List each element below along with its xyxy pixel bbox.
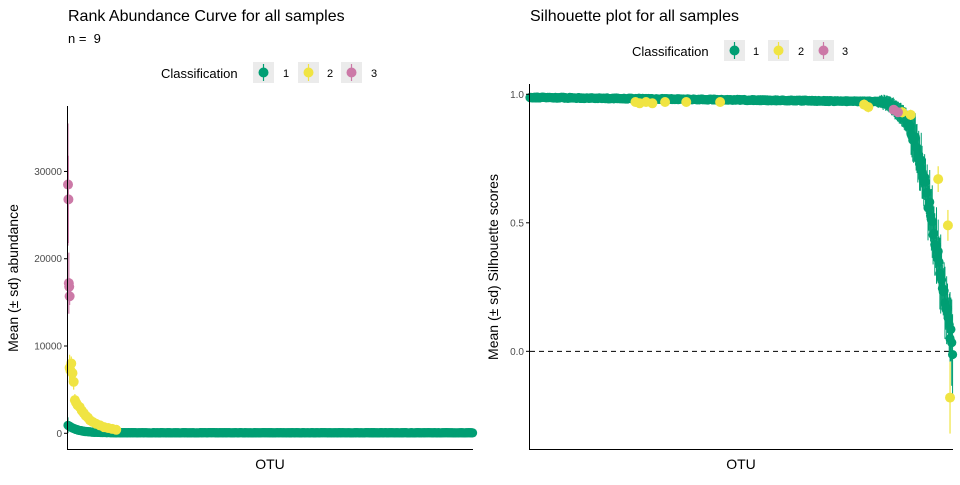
left-chart-title: Rank Abundance Curve for all samples: [68, 8, 345, 25]
y-tick-label: 30000: [34, 167, 62, 178]
left-legend-label-2: 2: [327, 68, 333, 80]
y-tick-label: 20000: [34, 254, 62, 265]
left-x-axis-label: OTU: [255, 456, 285, 472]
right-plot-area: [525, 92, 958, 434]
left-legend-title: Classification: [161, 66, 238, 81]
right-x-axis-label: OTU: [726, 456, 756, 472]
right-legend-key-1-point: [729, 45, 740, 56]
series-1-point: [929, 228, 939, 239]
right-legend-key-2-point: [773, 45, 784, 56]
right-legend-title: Classification: [632, 44, 709, 59]
silhouette-panel: Silhouette plot for all samples Classifi…: [485, 8, 958, 472]
series-2-point: [111, 424, 122, 435]
series-3-point: [64, 281, 75, 292]
right-legend: Classification 1 2 3: [632, 40, 848, 61]
series-2-point: [715, 96, 726, 107]
series-2-point: [647, 98, 658, 109]
left-y-axis-label: Mean (± sd) abundance: [5, 204, 21, 352]
series-2-point: [68, 376, 79, 387]
series-1-point: [920, 177, 931, 187]
series-2-point: [863, 102, 874, 113]
left-legend-label-1: 1: [283, 68, 289, 80]
y-tick-label: 0.5: [510, 218, 524, 229]
rank-abundance-panel: Rank Abundance Curve for all samples n =…: [5, 8, 478, 472]
y-tick-label: 10000: [34, 342, 62, 353]
y-tick-label: 0.0: [510, 347, 524, 358]
left-chart-subtitle: n = 9: [68, 31, 101, 46]
series-2-point: [681, 96, 692, 107]
right-legend-label-2: 2: [798, 46, 804, 58]
left-legend: Classification 1 2 3: [161, 62, 377, 83]
series-3-point: [64, 291, 75, 302]
series-2-point: [942, 220, 953, 231]
series-2-point: [905, 109, 916, 120]
series-2-point: [67, 368, 78, 379]
series-2-point: [66, 358, 77, 369]
right-legend-label-3: 3: [842, 46, 848, 58]
series-1-point: [467, 428, 478, 438]
y-tick-label: 1.0: [510, 90, 524, 101]
right-chart-title: Silhouette plot for all samples: [530, 8, 739, 25]
right-legend-label-1: 1: [753, 46, 759, 58]
right-y-axis-label: Mean (± sd) Silhouette scores: [485, 174, 501, 360]
left-legend-key-1-point: [258, 67, 269, 78]
series-2-point: [945, 392, 956, 403]
left-y-ticks: 0 10000 20000 30000: [34, 167, 68, 440]
left-plot-area: [63, 123, 478, 438]
left-legend-key-2-point: [303, 67, 314, 78]
series-3-point: [892, 107, 903, 118]
series-1-point: [947, 338, 957, 348]
series-1-point: [946, 324, 956, 335]
series-1-point: [947, 349, 958, 360]
y-tick-label: 0: [56, 429, 62, 440]
series-3-point: [63, 194, 74, 205]
series-2-point: [933, 174, 944, 185]
left-legend-key-3-point: [346, 67, 357, 78]
series-2-point: [660, 96, 671, 107]
left-legend-label-3: 3: [371, 68, 377, 80]
right-legend-key-3-point: [818, 45, 829, 56]
right-y-ticks: 0.0 0.5 1.0: [510, 90, 530, 358]
